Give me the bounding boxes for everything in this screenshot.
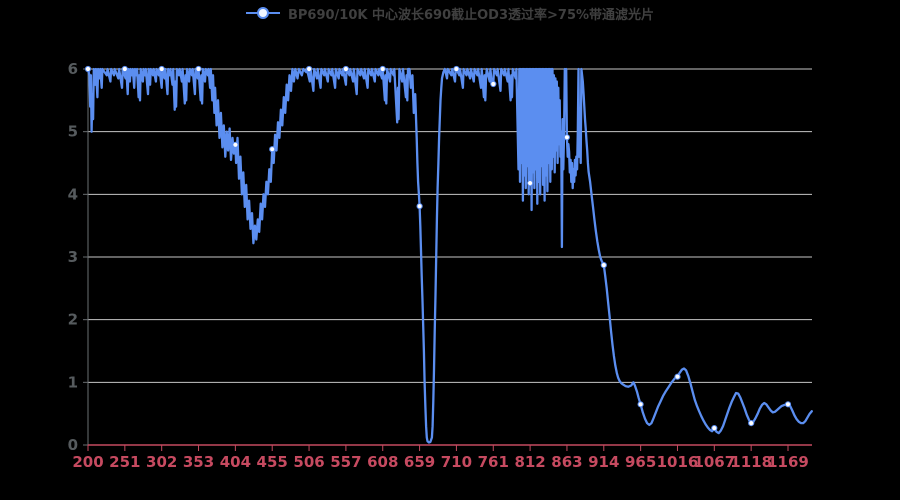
y-tick-label-4: 4 [68,185,78,203]
x-tick-label-914: 914 [588,453,619,471]
legend-circle-icon [256,7,269,19]
y-tick-label-1: 1 [68,373,78,391]
y-tick-label-3: 3 [68,248,78,266]
x-tick-label-812: 812 [514,453,545,471]
data-point-404[interactable] [232,141,239,148]
y-tick-label-5: 5 [68,123,78,141]
data-point-863[interactable] [563,134,571,141]
data-point-965[interactable] [637,401,644,408]
x-tick-label-557: 557 [330,453,361,471]
data-point-1067[interactable] [711,425,718,432]
data-point-710[interactable] [453,65,460,73]
x-tick-label-659: 659 [404,453,435,471]
data-point-608[interactable] [379,65,386,73]
data-point-914[interactable] [600,262,607,269]
data-point-812[interactable] [527,180,534,187]
x-tick-label-1169: 1169 [767,453,809,471]
series-line[interactable] [86,67,813,444]
x-tick-label-1067: 1067 [693,453,735,471]
data-point-302[interactable] [158,65,165,73]
x-tick-label-302: 302 [146,453,177,471]
data-point-200[interactable] [84,65,92,73]
y-tick-label-2: 2 [68,311,78,329]
data-point-455[interactable] [269,146,276,153]
data-point-1169[interactable] [784,401,792,408]
x-tick-label-353: 353 [183,453,214,471]
x-tick-label-506: 506 [293,453,324,471]
x-tick-label-710: 710 [441,453,472,471]
x-tick-label-1118: 1118 [730,453,772,471]
data-point-506[interactable] [306,65,313,73]
x-tick-label-965: 965 [625,453,656,471]
x-tick-label-1016: 1016 [657,453,699,471]
x-tick-label-404: 404 [220,453,251,471]
data-point-557[interactable] [342,65,349,73]
data-point-659[interactable] [416,203,423,210]
legend-line-marker-icon [245,7,280,19]
x-tick-label-251: 251 [109,453,140,471]
x-tick-label-200: 200 [72,453,103,471]
y-tick-label-0: 0 [68,436,78,454]
legend-label: BP690/10K 中心波长690截止OD3透过率>75%带通滤光片 [287,7,655,23]
data-point-1118[interactable] [748,420,755,427]
x-tick-label-608: 608 [367,453,398,471]
y-tick-label-6: 6 [68,60,78,78]
data-point-251[interactable] [121,65,128,73]
x-tick-label-761: 761 [478,453,509,471]
data-point-761[interactable] [490,80,497,88]
x-tick-label-455: 455 [257,453,288,471]
x-tick-label-863: 863 [551,453,582,471]
legend-item[interactable]: BP690/10K 中心波长690截止OD3透过率>75%带通滤光片 [0,4,900,23]
data-point-1016[interactable] [674,373,681,380]
data-point-353[interactable] [195,65,202,73]
